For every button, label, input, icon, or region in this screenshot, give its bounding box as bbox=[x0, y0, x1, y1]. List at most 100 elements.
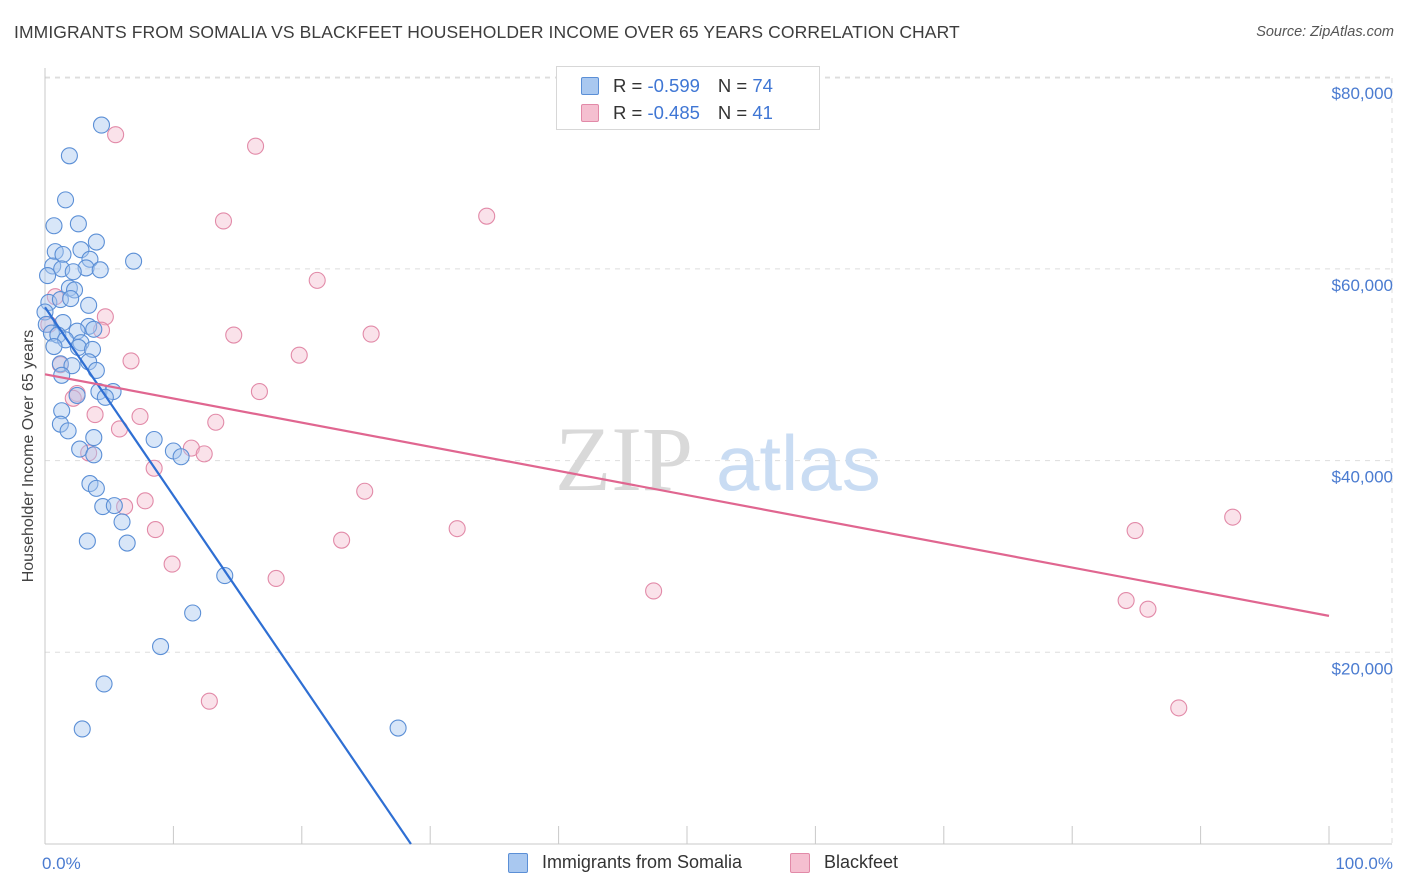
legend-swatch-blue bbox=[581, 77, 599, 95]
somalia-point bbox=[37, 315, 55, 334]
blackfeet-point bbox=[86, 406, 104, 424]
somalia-point bbox=[36, 303, 54, 321]
blackfeet-point bbox=[136, 492, 154, 510]
blackfeet-point bbox=[1224, 508, 1242, 526]
blackfeet-points bbox=[40, 126, 1242, 717]
somalia-point bbox=[80, 296, 98, 314]
blackfeet-point bbox=[267, 569, 285, 588]
somalia-point bbox=[85, 429, 103, 447]
y-tick-label: $80,000 bbox=[1332, 84, 1393, 103]
x-tick-label-max: 100.0% bbox=[1335, 854, 1393, 873]
somalia-point bbox=[87, 479, 105, 497]
somalia-point bbox=[91, 261, 109, 279]
chart-title: IMMIGRANTS FROM SOMALIA VS BLACKFEET HOU… bbox=[14, 22, 960, 42]
watermark-zip: ZIP bbox=[555, 408, 693, 510]
axes bbox=[44, 68, 1392, 845]
blackfeet-point bbox=[645, 582, 663, 600]
y-tick-label: $40,000 bbox=[1332, 468, 1393, 487]
somalia-point bbox=[53, 402, 71, 420]
somalia-point bbox=[87, 233, 105, 251]
blackfeet-point bbox=[1170, 699, 1188, 717]
blackfeet-point bbox=[308, 271, 326, 289]
trend-lines bbox=[44, 306, 1330, 845]
legend-row-somalia: R = -0.599 N = 74 bbox=[581, 75, 773, 97]
x-tick-labels: 0.0% 100.0% bbox=[42, 854, 1393, 873]
legend-swatch-pink bbox=[790, 852, 810, 873]
somalia-point bbox=[81, 250, 99, 268]
blackfeet-point bbox=[195, 445, 213, 463]
blackfeet-point bbox=[250, 383, 268, 401]
somalia-point bbox=[54, 245, 72, 264]
somalia-point bbox=[152, 637, 170, 656]
legend-n-label: N = bbox=[717, 102, 748, 123]
blackfeet-point bbox=[362, 325, 380, 343]
legend-r-value: -0.599 bbox=[647, 75, 700, 96]
somalia-points bbox=[36, 116, 407, 738]
blackfeet-point bbox=[207, 413, 225, 431]
blackfeet-point bbox=[356, 482, 374, 500]
somalia-point bbox=[118, 534, 136, 552]
y-tick-label: $60,000 bbox=[1332, 276, 1393, 295]
legend-item-blackfeet[interactable]: Blackfeet bbox=[790, 852, 898, 873]
blackfeet-point bbox=[448, 520, 466, 538]
correlation-legend: R = -0.599 N = 74 R = -0.485 N = 41 bbox=[556, 66, 820, 130]
somalia-point bbox=[73, 720, 91, 738]
series-legend: Immigrants from Somalia Blackfeet bbox=[0, 852, 1406, 873]
x-tick-label-min: 0.0% bbox=[42, 854, 81, 873]
somalia-point bbox=[65, 281, 84, 299]
somalia-point bbox=[39, 267, 57, 285]
somalia-point bbox=[85, 320, 103, 338]
y-axis-title: Householder Income Over 65 years bbox=[20, 330, 37, 583]
legend-swatch-pink bbox=[581, 104, 599, 122]
blackfeet-point bbox=[107, 126, 125, 144]
watermark-atlas: atlas bbox=[716, 419, 881, 507]
somalia-point bbox=[60, 147, 78, 165]
blackfeet-point bbox=[225, 326, 243, 344]
blackfeet-point bbox=[96, 308, 114, 326]
blackfeet-point bbox=[290, 346, 308, 364]
somalia-point bbox=[95, 675, 113, 693]
blackfeet-point bbox=[214, 212, 233, 230]
legend-label-blackfeet: Blackfeet bbox=[824, 852, 899, 872]
blackfeet-point bbox=[1139, 600, 1157, 618]
somalia-point bbox=[145, 430, 163, 449]
blackfeet-point bbox=[163, 555, 181, 573]
somalia-point bbox=[92, 116, 111, 134]
somalia-point bbox=[45, 337, 63, 356]
blackfeet-point bbox=[200, 692, 218, 710]
somalia-point bbox=[62, 290, 80, 308]
somalia-point bbox=[56, 191, 75, 209]
legend-n-label: N = bbox=[717, 75, 748, 96]
y-tick-label: $20,000 bbox=[1332, 659, 1393, 678]
blackfeet-point bbox=[122, 352, 140, 370]
somalia-point bbox=[78, 532, 96, 550]
legend-n-value: 41 bbox=[752, 102, 773, 123]
legend-r-value: -0.485 bbox=[647, 102, 700, 123]
somalia-point bbox=[69, 215, 87, 233]
legend-r-label: R = bbox=[613, 75, 643, 96]
somalia-point bbox=[125, 252, 143, 270]
legend-item-somalia[interactable]: Immigrants from Somalia bbox=[507, 852, 742, 873]
legend-n-value: 74 bbox=[752, 75, 773, 96]
somalia-point bbox=[85, 446, 103, 464]
somalia-trend-line bbox=[44, 306, 412, 845]
legend-row-blackfeet: R = -0.485 N = 41 bbox=[581, 102, 773, 124]
y-tick-labels: $20,000 $40,000 $60,000 $80,000 bbox=[1332, 84, 1393, 678]
blackfeet-point bbox=[333, 531, 351, 549]
somalia-point bbox=[113, 513, 131, 531]
somalia-point bbox=[77, 259, 95, 277]
legend-label-somalia: Immigrants from Somalia bbox=[541, 852, 742, 872]
blackfeet-trend-line bbox=[44, 373, 1330, 617]
somalia-point bbox=[68, 386, 86, 404]
blackfeet-point bbox=[1117, 591, 1135, 610]
somalia-point bbox=[105, 497, 123, 515]
legend-r-label: R = bbox=[613, 102, 643, 123]
somalia-point bbox=[53, 366, 71, 384]
somalia-point bbox=[184, 604, 202, 622]
legend-swatch-blue bbox=[507, 852, 528, 873]
blackfeet-point bbox=[478, 207, 496, 225]
somalia-point bbox=[389, 719, 407, 737]
somalia-point bbox=[64, 263, 82, 281]
blackfeet-point bbox=[131, 407, 149, 426]
